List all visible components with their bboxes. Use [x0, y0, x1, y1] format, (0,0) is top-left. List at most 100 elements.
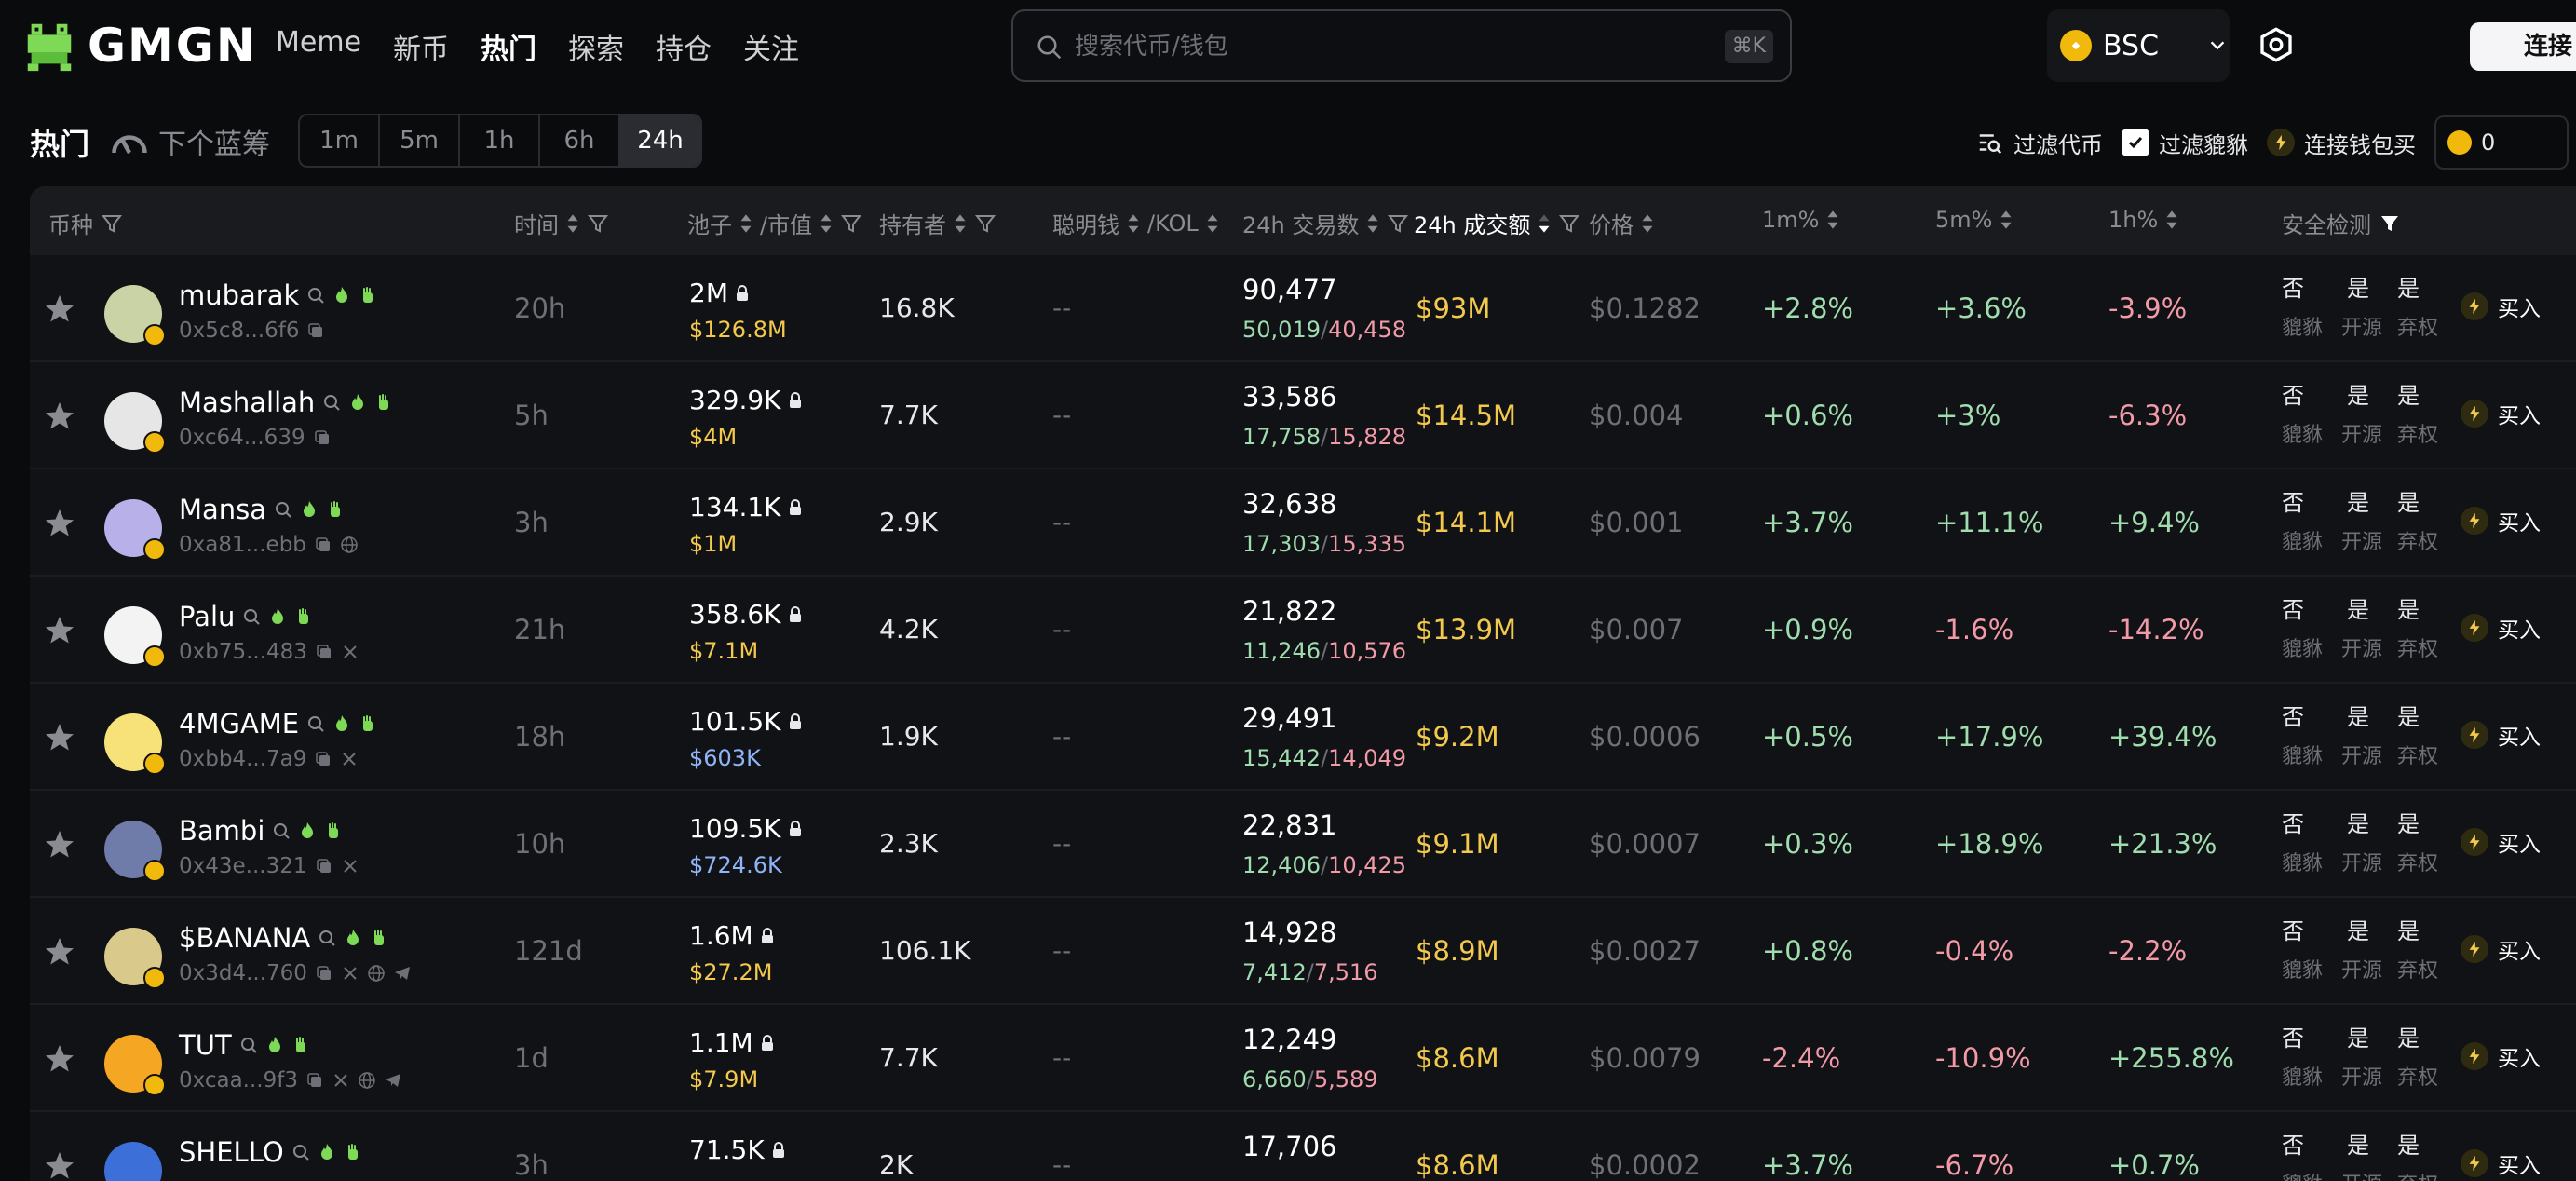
col-pool[interactable]: 池子/市值	[687, 207, 862, 239]
token-address[interactable]: 0x3d4...760	[179, 961, 307, 985]
token-name[interactable]: TUT	[179, 1029, 232, 1061]
search-icon[interactable]	[306, 286, 325, 305]
nav-explore[interactable]: 探索	[568, 34, 625, 66]
telegram-icon[interactable]	[393, 964, 412, 983]
check-icon[interactable]	[2122, 129, 2149, 156]
search-icon[interactable]	[242, 607, 261, 626]
search-icon[interactable]	[272, 821, 291, 840]
search-icon[interactable]	[322, 393, 341, 412]
token-address[interactable]: 0xbb4...7a9	[179, 747, 307, 771]
period-5m[interactable]: 5m	[380, 115, 460, 166]
period-1m[interactable]: 1m	[300, 115, 380, 166]
period-24h[interactable]: 24h	[620, 115, 700, 166]
search-icon[interactable]	[318, 929, 336, 947]
filter-icon[interactable]	[840, 212, 862, 235]
buy-amount-input[interactable]: 0	[2434, 115, 2569, 170]
star-icon[interactable]	[43, 828, 76, 862]
table-row[interactable]: $BANANA 0x3d4...760 121d 1.6M $27.2M 106…	[30, 898, 2576, 1005]
search-input[interactable]	[1075, 24, 1671, 69]
buy-button[interactable]: 买入	[2461, 719, 2541, 751]
table-row[interactable]: Bambi 0x43e...321 10h 109.5K $724.6K 2.3…	[30, 791, 2576, 898]
search-icon[interactable]	[306, 714, 325, 733]
star-icon[interactable]	[43, 400, 76, 433]
period-6h[interactable]: 6h	[540, 115, 620, 166]
buy-button[interactable]: 买入	[2461, 505, 2541, 536]
col-age[interactable]: 时间	[514, 207, 609, 239]
filter-icon[interactable]	[587, 212, 609, 235]
search-icon[interactable]	[239, 1036, 258, 1054]
nav-hot[interactable]: 热门	[481, 34, 537, 66]
logo[interactable]: GMGN	[20, 17, 257, 75]
col-1m[interactable]: 1m%	[1762, 207, 1839, 233]
token-name[interactable]: $BANANA	[179, 922, 311, 954]
buy-button[interactable]: 买入	[2461, 1147, 2541, 1179]
buy-button[interactable]: 买入	[2461, 291, 2541, 322]
token-address[interactable]: 0xa81...ebb	[179, 533, 306, 557]
telegram-icon[interactable]	[384, 1071, 402, 1090]
nav-follow[interactable]: 关注	[743, 34, 800, 66]
col-txns[interactable]: 24h 交易数	[1242, 207, 1409, 239]
filter-icon[interactable]	[1558, 212, 1580, 235]
table-row[interactable]: Mashallah 0xc64...639 5h 329.9K $4M 7.7K…	[30, 362, 2576, 469]
col-price[interactable]: 价格	[1589, 207, 1654, 239]
token-address[interactable]: 0x43e...321	[179, 854, 307, 878]
nav-holdings[interactable]: 持仓	[656, 34, 712, 66]
copy-icon[interactable]	[314, 536, 332, 554]
settings-icon[interactable]	[2257, 26, 2295, 63]
buy-button[interactable]: 买入	[2461, 826, 2541, 858]
copy-icon[interactable]	[306, 321, 325, 340]
token-name[interactable]: Mansa	[179, 494, 267, 525]
x-icon[interactable]	[341, 964, 359, 983]
chain-selector[interactable]: BSC	[2047, 9, 2230, 82]
token-avatar[interactable]	[104, 1142, 162, 1181]
token-name[interactable]: 4MGAME	[179, 708, 300, 740]
filter-icon[interactable]	[1387, 212, 1409, 235]
globe-icon[interactable]	[358, 1071, 376, 1090]
col-volume[interactable]: 24h 成交额	[1414, 207, 1580, 239]
table-row[interactable]: 4MGAME 0xbb4...7a9 18h 101.5K $603K 1.9K…	[30, 684, 2576, 791]
x-icon[interactable]	[341, 643, 359, 661]
col-5m[interactable]: 5m%	[1935, 207, 2013, 233]
table-row[interactable]: SHELLO 3h 71.5K 2K -- 17,706 $8.6M $0.00…	[30, 1112, 2576, 1181]
buy-button[interactable]: 买入	[2461, 398, 2541, 429]
copy-icon[interactable]	[314, 750, 332, 768]
token-name[interactable]: SHELLO	[179, 1136, 284, 1168]
col-smart[interactable]: 聪明钱/KOL	[1052, 207, 1219, 239]
copy-icon[interactable]	[313, 428, 332, 447]
token-address[interactable]: 0xc64...639	[179, 426, 305, 450]
search-box[interactable]: ⌘K	[1011, 9, 1792, 82]
x-icon[interactable]	[340, 750, 359, 768]
star-icon[interactable]	[43, 292, 76, 326]
filter-icon[interactable]	[101, 212, 123, 235]
buy-button[interactable]: 买入	[2461, 612, 2541, 644]
next-bluechip-tab[interactable]: 下个蓝筹	[110, 121, 270, 162]
x-icon[interactable]	[341, 857, 359, 876]
token-name[interactable]: Palu	[179, 601, 236, 632]
copy-icon[interactable]	[305, 1071, 324, 1090]
copy-icon[interactable]	[315, 643, 333, 661]
copy-icon[interactable]	[315, 964, 333, 983]
star-icon[interactable]	[43, 614, 76, 647]
star-icon[interactable]	[43, 1042, 76, 1076]
token-address[interactable]: 0xb75...483	[179, 640, 307, 664]
col-safety[interactable]: 安全检测	[2282, 207, 2401, 239]
star-icon[interactable]	[43, 935, 76, 969]
search-icon[interactable]	[274, 500, 292, 519]
connect-button[interactable]: 连接	[2470, 22, 2576, 71]
filter-filled-icon[interactable]	[2379, 212, 2401, 235]
period-1h[interactable]: 1h	[460, 115, 540, 166]
col-coin[interactable]: 币种	[48, 207, 123, 239]
token-address[interactable]: 0xcaa...9f3	[179, 1068, 298, 1093]
filter-icon[interactable]	[974, 212, 997, 235]
copy-icon[interactable]	[315, 857, 333, 876]
table-row[interactable]: Palu 0xb75...483 21h 358.6K $7.1M 4.2K -…	[30, 577, 2576, 684]
globe-icon[interactable]	[340, 536, 359, 554]
star-icon[interactable]	[43, 507, 76, 540]
table-row[interactable]: mubarak 0x5c8...6f6 20h 2M $126.8M 16.8K…	[30, 255, 2576, 362]
star-icon[interactable]	[43, 1149, 76, 1181]
buy-button[interactable]: 买入	[2461, 933, 2541, 965]
filter-tokens-button[interactable]: 过滤代币	[1976, 127, 2103, 159]
nav-meme[interactable]: Meme	[276, 26, 362, 59]
token-name[interactable]: mubarak	[179, 279, 300, 311]
buy-button[interactable]: 买入	[2461, 1040, 2541, 1072]
